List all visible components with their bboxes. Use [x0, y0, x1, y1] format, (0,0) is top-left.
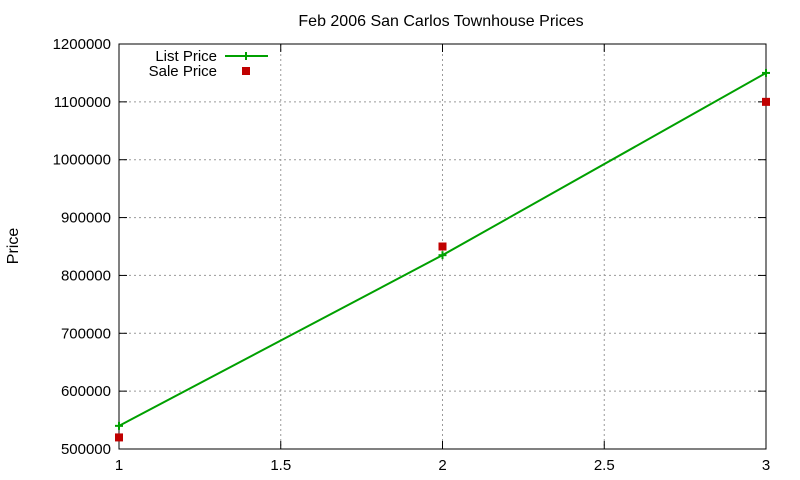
list-price-point [762, 68, 770, 77]
legend-sale-price-label: Sale Price [149, 63, 217, 80]
y-tick-label: 500000 [61, 441, 111, 458]
legend-list-price-label: List Price [155, 48, 217, 65]
chart-title: Feb 2006 San Carlos Townhouse Prices [298, 13, 583, 30]
axis-tick-labels: 500000 600000 700000 800000 900000 1000000 110… [53, 36, 771, 474]
x-tick-label: 3 [762, 457, 770, 474]
y-tick-label: 700000 [61, 325, 111, 342]
y-tick-label: 600000 [61, 383, 111, 400]
x-tick-label: 1 [115, 457, 123, 474]
y-tick-label: 1000000 [53, 152, 111, 169]
sale-price-point [438, 242, 447, 251]
sale-price-point [115, 433, 123, 442]
list-price-point [438, 251, 447, 260]
legend-sale-price-marker [242, 67, 250, 75]
legend-list-price-marker [242, 52, 250, 60]
y-tick-label: 1200000 [53, 36, 111, 53]
x-tick-label: 1.5 [270, 457, 291, 474]
x-tick-label: 2.5 [594, 457, 615, 474]
data-series [115, 68, 770, 442]
x-tick-label: 2 [438, 457, 446, 474]
y-axis-label: Price [5, 228, 22, 265]
sale-price-series [115, 97, 770, 442]
y-tick-label: 900000 [61, 210, 111, 227]
list-price-point [115, 421, 123, 430]
list-price-series [115, 68, 770, 430]
y-tick-label: 800000 [61, 267, 111, 284]
axis-ticks [118, 43, 767, 450]
y-tick-label: 1100000 [54, 94, 111, 111]
sale-price-point [762, 97, 770, 106]
